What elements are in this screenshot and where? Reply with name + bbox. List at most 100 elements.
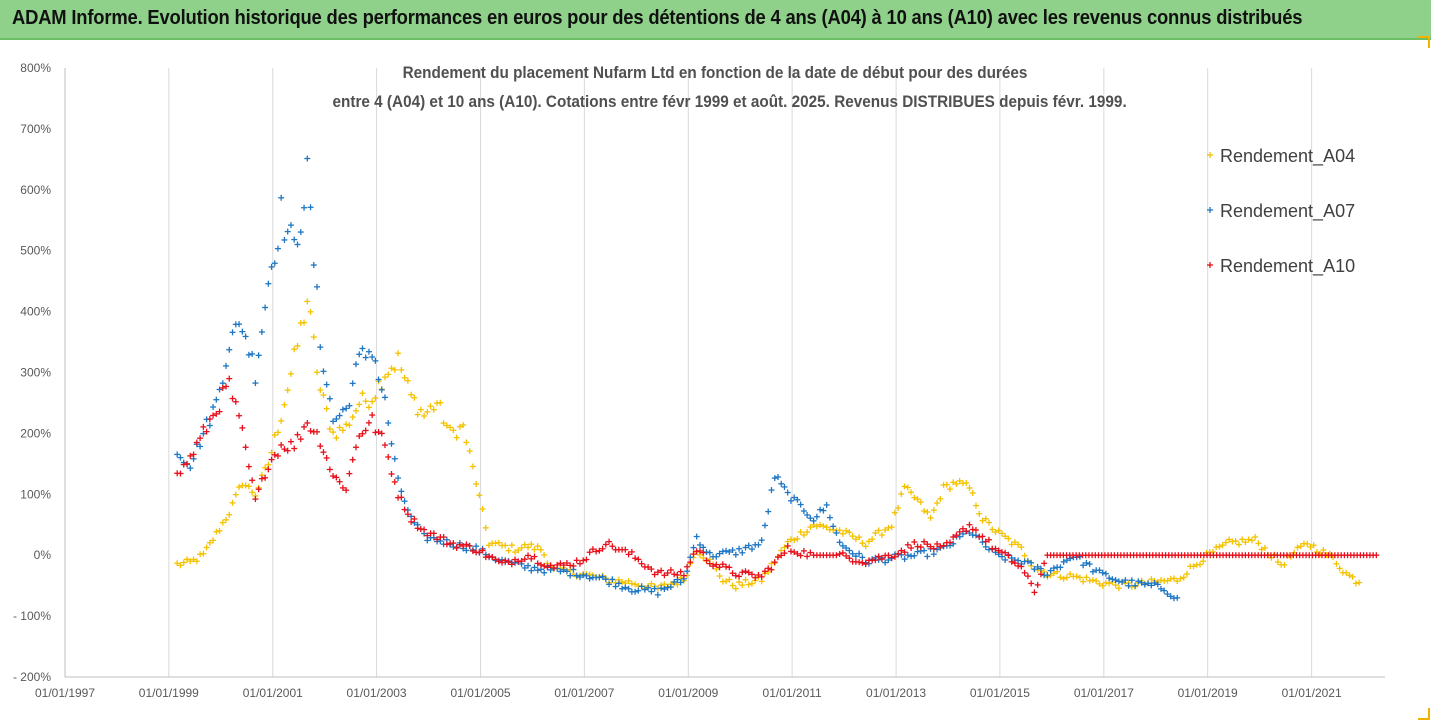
- point-marker: [388, 440, 395, 447]
- point-marker: [274, 452, 281, 459]
- point-marker: [352, 444, 359, 451]
- point-marker: [271, 451, 278, 458]
- point-marker: [742, 576, 749, 583]
- point-marker: [859, 559, 866, 566]
- point-marker: [934, 499, 941, 506]
- point-marker: [742, 568, 749, 575]
- point-marker: [729, 547, 736, 554]
- point-marker: [846, 529, 853, 536]
- point-marker: [521, 556, 528, 563]
- point-marker: [1034, 563, 1041, 570]
- point-marker: [1352, 580, 1359, 587]
- point-marker: [602, 576, 609, 583]
- point-marker: [525, 552, 532, 559]
- x-tick-label: 01/01/2009: [658, 686, 718, 700]
- point-marker: [336, 424, 343, 431]
- point-marker: [567, 572, 574, 579]
- point-marker: [359, 345, 366, 352]
- point-marker: [930, 545, 937, 552]
- point-marker: [742, 544, 749, 551]
- point-marker: [512, 549, 519, 556]
- point-marker: [794, 535, 801, 542]
- point-marker: [700, 544, 707, 551]
- point-marker: [492, 556, 499, 563]
- point-marker: [1057, 564, 1064, 571]
- point-marker: [1190, 563, 1197, 570]
- x-tick-label: 01/01/2019: [1178, 686, 1238, 700]
- series-Rendement_A04: [174, 298, 1363, 592]
- point-marker: [1011, 539, 1018, 546]
- point-marker: [249, 477, 256, 484]
- point-marker: [352, 361, 359, 368]
- point-marker: [1122, 577, 1129, 584]
- point-marker: [972, 527, 979, 534]
- point-marker: [469, 548, 476, 555]
- point-marker: [700, 554, 707, 561]
- point-marker: [362, 398, 369, 405]
- point-marker: [765, 508, 772, 515]
- point-marker: [252, 496, 259, 503]
- point-marker: [736, 579, 743, 586]
- point-marker: [904, 484, 911, 491]
- point-marker: [242, 333, 249, 340]
- point-marker: [1304, 540, 1311, 547]
- point-marker: [648, 566, 655, 573]
- point-marker: [239, 328, 246, 335]
- legend-label: Rendement_A10: [1220, 256, 1355, 277]
- point-marker: [755, 541, 762, 548]
- point-marker: [911, 494, 918, 501]
- point-marker: [765, 565, 772, 572]
- point-marker: [206, 539, 213, 546]
- point-marker: [849, 550, 856, 557]
- point-marker: [732, 572, 739, 579]
- point-marker: [317, 443, 324, 450]
- point-marker: [580, 557, 587, 564]
- point-marker: [1031, 589, 1038, 596]
- point-marker: [411, 515, 418, 522]
- y-tick-label: 800%: [20, 61, 51, 75]
- point-marker: [921, 507, 928, 514]
- point-marker: [719, 561, 726, 568]
- point-marker: [625, 585, 632, 592]
- point-marker: [190, 451, 197, 458]
- point-marker: [609, 576, 616, 583]
- point-marker: [378, 430, 385, 437]
- point-marker: [314, 283, 321, 290]
- point-marker: [424, 532, 431, 539]
- point-marker: [921, 547, 928, 554]
- point-marker: [314, 428, 321, 435]
- point-marker: [856, 550, 863, 557]
- point-marker: [911, 552, 918, 559]
- point-marker: [895, 550, 902, 557]
- point-marker: [982, 515, 989, 522]
- point-marker: [262, 304, 269, 311]
- point-marker: [596, 574, 603, 581]
- point-marker: [216, 527, 223, 534]
- point-marker: [1050, 570, 1057, 577]
- point-marker: [768, 560, 775, 567]
- point-marker: [992, 545, 999, 552]
- point-marker: [784, 542, 791, 549]
- point-marker: [1346, 572, 1353, 579]
- point-marker: [638, 583, 645, 590]
- point-marker: [736, 573, 743, 580]
- point-marker: [966, 530, 973, 537]
- x-tick-label: 01/01/1997: [35, 686, 95, 700]
- point-marker: [534, 567, 541, 574]
- point-marker: [807, 549, 814, 556]
- point-marker: [696, 541, 703, 548]
- point-marker: [346, 402, 353, 409]
- point-marker: [901, 483, 908, 490]
- point-marker: [262, 474, 269, 481]
- point-marker: [385, 454, 392, 461]
- point-marker: [882, 559, 889, 566]
- point-marker: [326, 425, 333, 432]
- point-marker: [1112, 582, 1119, 589]
- point-marker: [229, 499, 236, 506]
- point-marker: [1216, 543, 1223, 550]
- point-marker: [291, 346, 298, 353]
- point-marker: [732, 585, 739, 592]
- point-marker: [359, 430, 366, 437]
- point-marker: [456, 423, 463, 430]
- point-marker: [206, 422, 213, 429]
